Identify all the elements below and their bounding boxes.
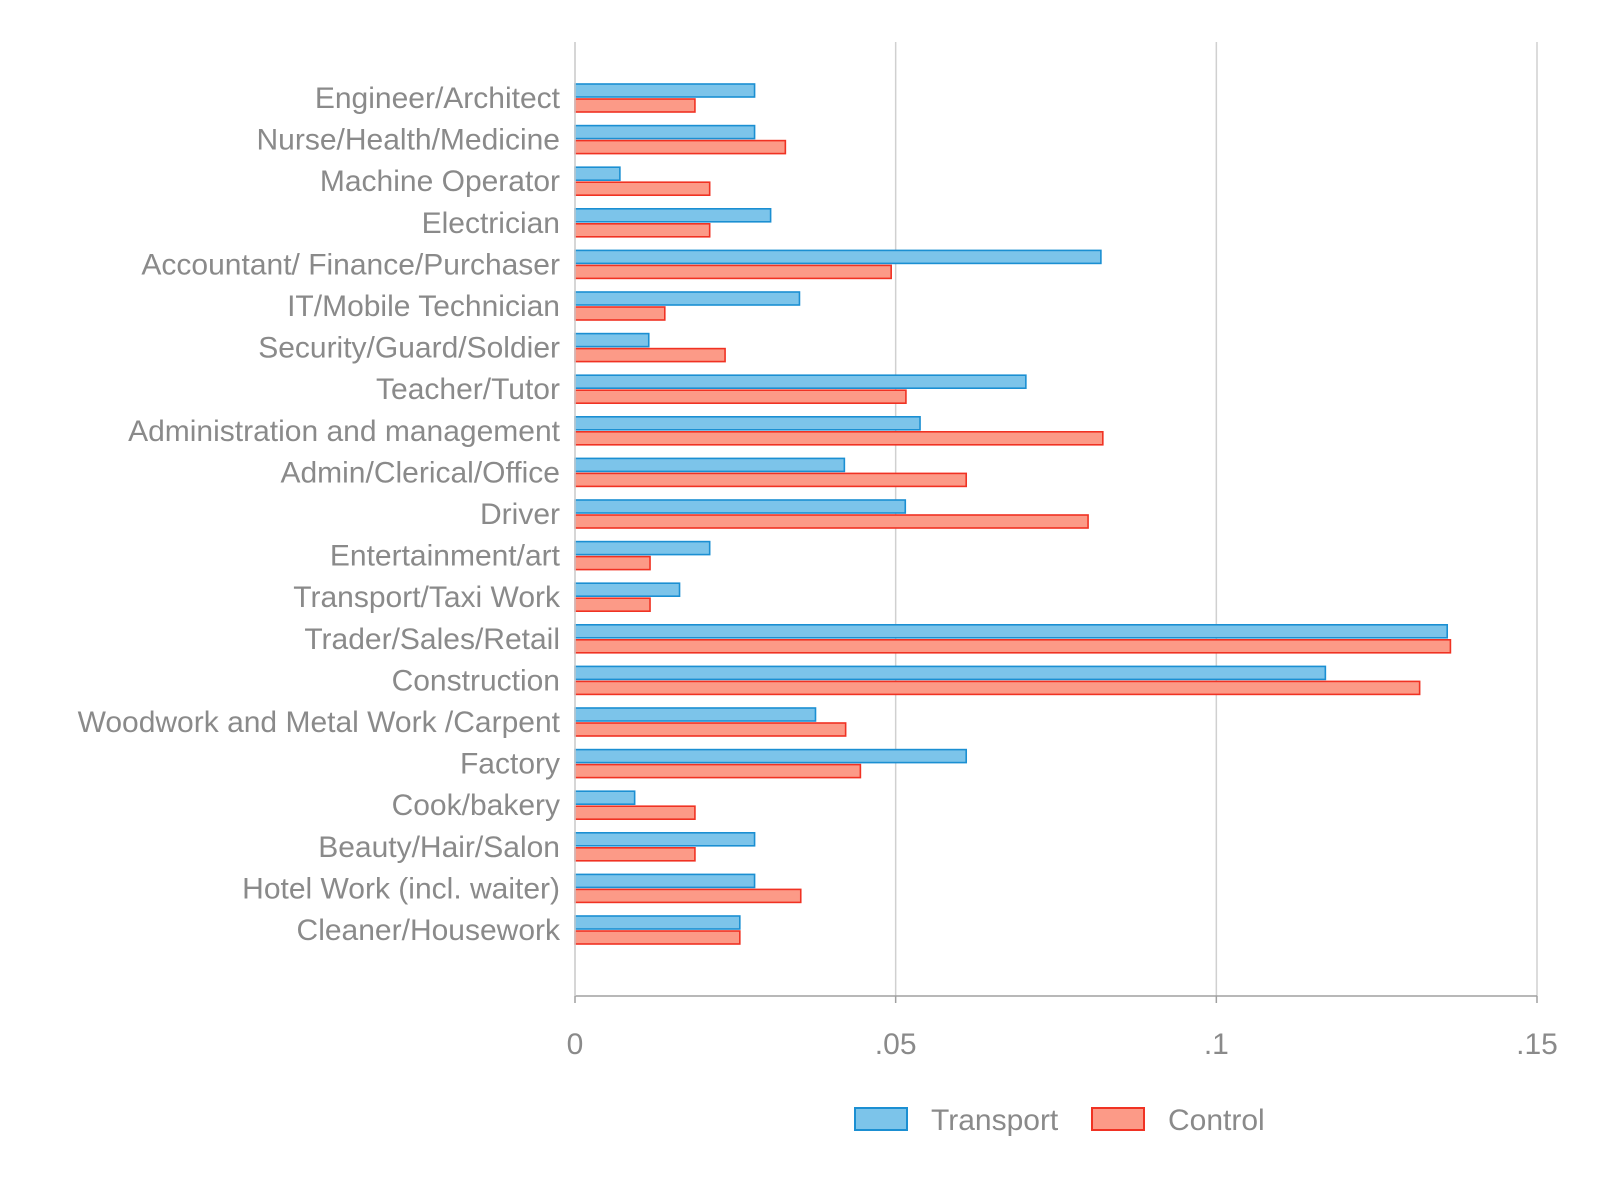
bar-transport-7: [574, 374, 1027, 390]
category-label-10: Driver: [480, 498, 560, 531]
bar-control-16: [574, 763, 862, 779]
bar-transport-2: [574, 166, 621, 181]
category-label-6: Security/Guard/Soldier: [258, 332, 560, 365]
bar-control-7: [574, 389, 907, 405]
x-tick-label-3: .15: [1516, 1028, 1558, 1061]
category-label-7: Teacher/Tutor: [376, 373, 560, 406]
category-label-4: Accountant/ Finance/Purchaser: [141, 248, 560, 281]
bars: [574, 83, 1452, 945]
category-label-5: IT/Mobile Technician: [287, 290, 560, 323]
x-tick-label-1: .05: [875, 1028, 917, 1061]
bar-transport-13: [574, 623, 1449, 639]
bar-transport-17: [574, 790, 636, 806]
bar-transport-10: [574, 499, 907, 514]
bar-transport-0: [574, 83, 756, 98]
bar-control-19: [574, 888, 802, 904]
x-tick-label-2: .1: [1204, 1028, 1229, 1061]
bar-transport-8: [574, 415, 921, 431]
bar-transport-6: [574, 332, 650, 348]
bar-control-6: [574, 347, 726, 363]
bar-control-20: [574, 930, 741, 945]
bar-control-2: [574, 181, 711, 196]
legend: Transport Control: [854, 1104, 1265, 1137]
x-tick-label-0: 0: [567, 1028, 584, 1061]
bar-transport-19: [574, 873, 756, 889]
bar-control-8: [574, 430, 1104, 446]
category-label-8: Administration and management: [128, 415, 561, 448]
x-axis: 0 .05 .1 .15: [567, 42, 1558, 1061]
category-label-2: Machine Operator: [320, 165, 560, 198]
bar-transport-16: [574, 748, 968, 764]
bar-control-3: [574, 223, 711, 238]
category-label-13: Trader/Sales/Retail: [304, 623, 560, 656]
legend-swatch-control: [1091, 1107, 1145, 1131]
bar-transport-20: [574, 915, 741, 930]
bar-transport-18: [574, 831, 756, 847]
category-label-19: Hotel Work (incl. waiter): [242, 872, 560, 905]
category-label-12: Transport/Taxi Work: [293, 581, 561, 614]
legend-label-transport: Transport: [931, 1104, 1059, 1137]
bar-control-9: [574, 472, 968, 488]
bar-control-18: [574, 846, 696, 862]
legend-swatch-transport: [854, 1107, 908, 1131]
bar-control-14: [574, 680, 1421, 696]
bar-transport-4: [574, 249, 1102, 265]
bar-control-17: [574, 805, 696, 821]
bar-transport-14: [574, 665, 1327, 681]
bar-transport-1: [574, 124, 756, 140]
category-label-1: Nurse/Health/Medicine: [257, 124, 560, 157]
category-labels: Engineer/Architect Nurse/Health/Medicine M…: [78, 82, 561, 947]
bar-control-4: [574, 264, 892, 280]
category-label-16: Factory: [460, 748, 560, 781]
category-label-11: Entertainment/art: [330, 540, 561, 573]
bar-transport-9: [574, 457, 846, 473]
bar-control-1: [574, 139, 787, 155]
bar-control-15: [574, 722, 847, 737]
category-label-0: Engineer/Architect: [315, 82, 561, 115]
bar-control-10: [574, 514, 1089, 529]
bar-transport-11: [574, 540, 711, 556]
bar-control-13: [574, 638, 1452, 654]
category-label-18: Beauty/Hair/Salon: [318, 831, 560, 864]
bar-transport-15: [574, 707, 817, 722]
category-label-9: Admin/Clerical/Office: [280, 456, 560, 489]
bar-control-11: [574, 555, 651, 571]
bar-transport-3: [574, 208, 772, 223]
bar-control-0: [574, 98, 696, 113]
bar-control-12: [574, 597, 651, 613]
category-label-17: Cook/bakery: [392, 789, 560, 822]
category-label-3: Electrician: [422, 207, 560, 240]
bar-transport-5: [574, 291, 801, 306]
bar-transport-12: [574, 582, 681, 598]
category-label-15: Woodwork and Metal Work /Carpent: [78, 706, 561, 739]
category-label-14: Construction: [392, 664, 560, 697]
legend-label-control: Control: [1168, 1104, 1265, 1137]
bar-control-5: [574, 306, 666, 321]
category-label-20: Cleaner/Housework: [297, 914, 561, 947]
